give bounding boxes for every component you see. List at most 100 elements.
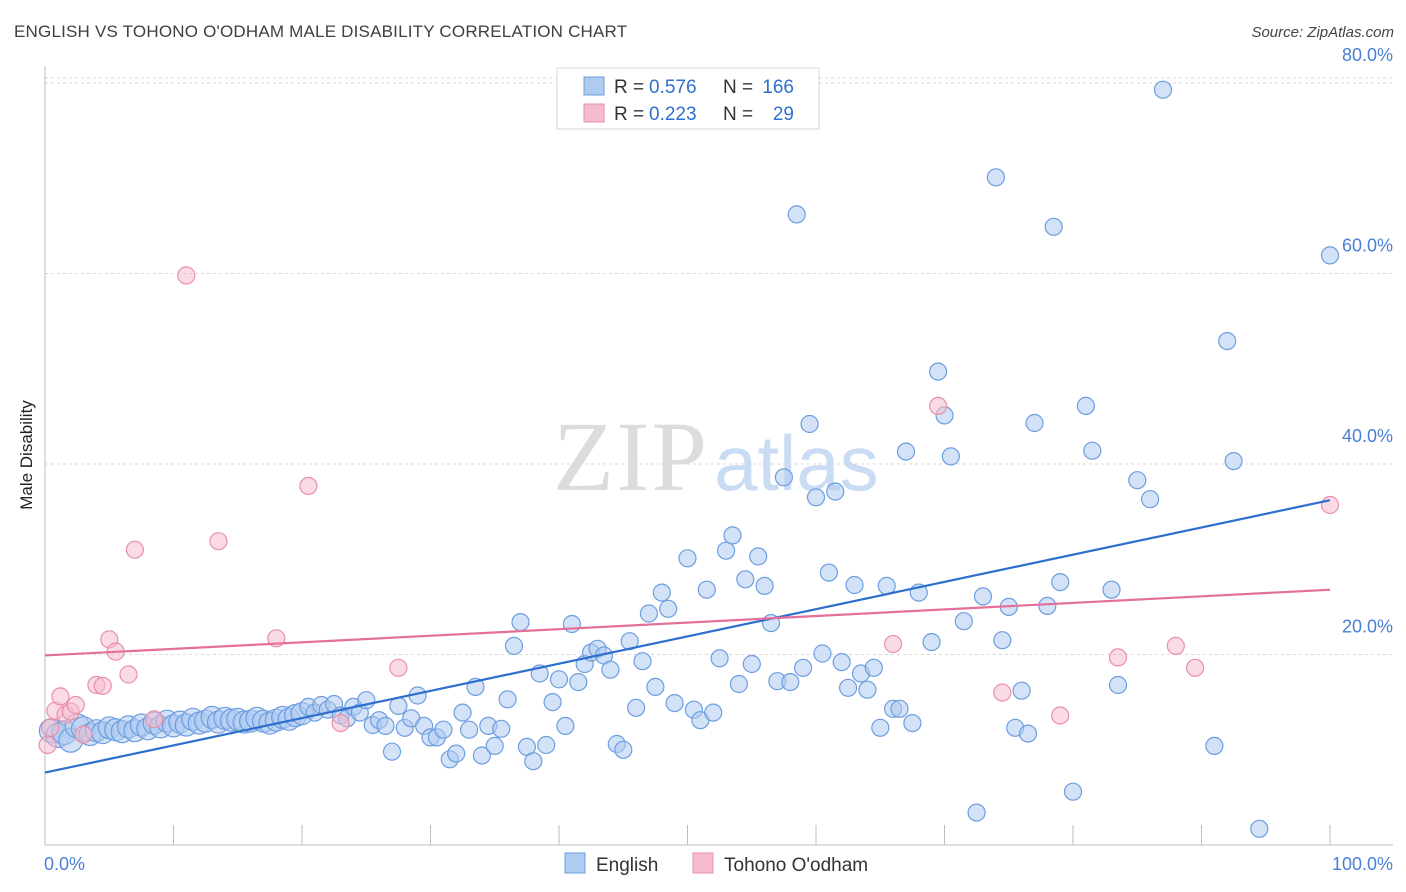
tohono-point-3 <box>51 687 70 706</box>
english-point-157 <box>1128 471 1147 490</box>
english-point-120 <box>819 563 839 582</box>
legend-r-value-english: 0.576 <box>649 77 697 98</box>
tohono-point-23 <box>993 683 1012 702</box>
x-tick-label-min: 0.0% <box>44 854 85 874</box>
english-point-155 <box>1102 580 1121 599</box>
axes <box>44 66 1393 846</box>
tohono-point-24 <box>1051 706 1070 725</box>
english-point-149 <box>1038 596 1057 616</box>
gridlines <box>45 77 1393 655</box>
english-points <box>38 80 1340 838</box>
english-point-103 <box>710 649 729 668</box>
english-point-118 <box>806 488 826 507</box>
english-point-82 <box>569 672 588 692</box>
legend-r-value-tohono: 0.223 <box>649 104 697 125</box>
english-point-98 <box>678 549 697 568</box>
english-point-96 <box>659 599 678 618</box>
bottom-legend-label-english: English <box>596 855 658 876</box>
english-point-102 <box>704 703 723 722</box>
english-point-148 <box>1025 413 1044 433</box>
watermark: ZIP atlas <box>553 401 879 512</box>
english-point-93 <box>639 604 659 623</box>
tohono-point-7 <box>74 725 93 744</box>
tohono-point-9 <box>93 676 112 696</box>
english-point-128 <box>871 718 890 737</box>
english-point-104 <box>716 541 736 560</box>
bottom-legend-swatch-tohono <box>692 852 714 874</box>
english-point-160 <box>1205 736 1224 756</box>
legend-n-label-english: N = <box>723 77 753 98</box>
english-trend-line <box>44 499 1331 774</box>
tohono-trend-line <box>44 588 1331 657</box>
english-point-127 <box>864 658 883 677</box>
english-point-95 <box>652 583 671 602</box>
legend-n-value-english: 166 <box>762 77 794 98</box>
english-point-159 <box>1153 80 1173 99</box>
english-point-52 <box>376 716 395 736</box>
english-point-113 <box>774 468 794 487</box>
stats-legend: R = 0.576 N = 166 R = 0.223 N = 29 <box>556 67 820 130</box>
english-point-122 <box>832 652 851 672</box>
english-point-156 <box>1108 675 1128 695</box>
legend-n-label-tohono: N = <box>723 104 753 125</box>
english-point-97 <box>665 693 684 713</box>
tohono-point-19 <box>331 713 350 733</box>
legend-r-label-english: R = <box>614 77 644 98</box>
english-point-81 <box>562 614 582 634</box>
tohono-point-13 <box>125 540 144 559</box>
bottom-legend-swatch-english <box>564 852 586 874</box>
english-point-140 <box>967 803 986 822</box>
english-point-106 <box>729 674 749 694</box>
english-point-139 <box>954 612 973 631</box>
tohono-point-28 <box>1320 495 1340 515</box>
tohono-points <box>38 266 1340 755</box>
english-point-92 <box>633 652 652 671</box>
english-point-70 <box>492 719 511 738</box>
chart-title: ENGLISH VS TOHONO O'ODHAM MALE DISABILIT… <box>14 22 628 41</box>
english-point-109 <box>749 547 768 566</box>
y-tick-labels: 20.0% 40.0% 60.0% 80.0% <box>1342 45 1393 637</box>
english-point-116 <box>793 658 813 677</box>
english-point-69 <box>485 736 504 756</box>
english-point-87 <box>601 660 620 679</box>
english-point-108 <box>742 654 761 674</box>
english-point-136 <box>928 362 948 381</box>
bottom-legend-label-tohono: Tohono O'odham <box>724 855 868 876</box>
tohono-point-21 <box>883 634 903 654</box>
legend-swatch-english <box>583 76 605 96</box>
english-point-80 <box>556 716 575 736</box>
english-point-153 <box>1076 396 1096 415</box>
english-point-119 <box>813 644 832 663</box>
english-point-117 <box>800 414 819 434</box>
english-point-162 <box>1224 452 1243 471</box>
english-point-150 <box>1044 217 1063 236</box>
y-tick-label-40: 40.0% <box>1342 426 1393 446</box>
english-point-89 <box>614 740 633 759</box>
english-point-77 <box>537 735 556 755</box>
legend-swatch-tohono <box>583 103 605 123</box>
english-point-78 <box>543 692 562 712</box>
english-point-133 <box>903 713 922 733</box>
english-point-154 <box>1083 441 1102 460</box>
english-point-131 <box>890 699 909 718</box>
chart-source: Source: ZipAtlas.com <box>1251 24 1394 41</box>
english-point-110 <box>755 576 774 596</box>
series-legend: English Tohono O'odham <box>564 852 868 876</box>
watermark-atlas: atlas <box>714 419 879 507</box>
english-point-135 <box>922 632 941 652</box>
english-point-65 <box>460 720 479 739</box>
tohono-point-27 <box>1185 658 1205 677</box>
english-point-67 <box>472 746 491 765</box>
english-point-142 <box>986 168 1006 187</box>
english-point-147 <box>1018 724 1038 743</box>
english-point-79 <box>549 670 569 689</box>
x-tick-label-max: 100.0% <box>1332 854 1393 874</box>
english-point-146 <box>1012 681 1031 700</box>
english-point-101 <box>697 580 716 599</box>
tohono-point-18 <box>299 476 318 495</box>
english-point-141 <box>973 587 993 606</box>
english-point-126 <box>858 680 877 699</box>
english-point-61 <box>434 720 453 739</box>
legend-n-value-tohono: 29 <box>773 104 794 125</box>
